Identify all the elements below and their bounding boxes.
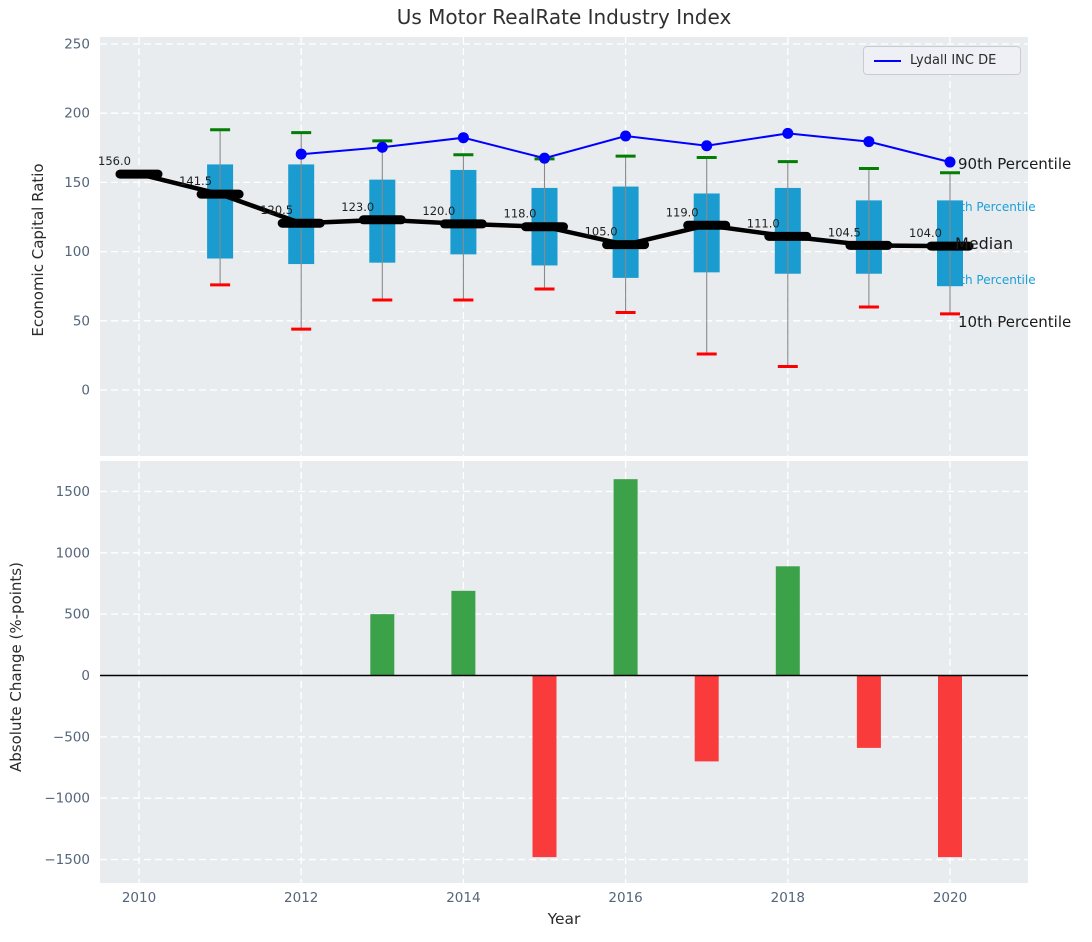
bottom-chart-svg: −1500 −1000 −500 0 500 1000 1500 2010 2012 2014 20…: [44, 461, 1028, 906]
annotation-p25: 25th Percentile: [945, 273, 1036, 287]
annotation-median: Median: [955, 234, 1013, 253]
annotation-p10: 10th Percentile: [958, 313, 1071, 331]
top-chart-svg: 0 50 100 150 200 250 75th Percentile 25th Perce…: [64, 37, 1071, 456]
company-point: [457, 132, 469, 144]
median-value-label: 111.0: [747, 216, 780, 230]
change-bar: [775, 566, 800, 676]
x-tick-label: 2018: [771, 890, 805, 906]
median-value-label: 123.0: [341, 200, 374, 214]
median-value-label: 120.0: [422, 204, 455, 218]
x-axis-label: Year: [547, 910, 581, 928]
y-tick-label: 150: [64, 175, 90, 191]
company-point: [944, 156, 956, 168]
y-tick-label: 1500: [56, 484, 90, 500]
change-bar: [370, 614, 395, 676]
change-bar: [856, 675, 881, 748]
y-tick-label: −1500: [44, 852, 90, 868]
legend-line-sample: [874, 59, 901, 62]
y-tick-label: 50: [73, 313, 90, 329]
bottom-y-axis-label: Absolute Change (%-points): [7, 562, 25, 772]
median-value-label: 104.5: [828, 225, 861, 239]
change-bar: [451, 590, 476, 676]
change-bar: [613, 479, 638, 676]
x-tick-label: 2016: [608, 890, 642, 906]
y-tick-label: 0: [81, 383, 90, 399]
annotation-p75: 75th Percentile: [945, 200, 1036, 214]
company-point: [376, 141, 388, 153]
median-value-label: 156.0: [98, 154, 131, 168]
bottom-chart-panel: −1500 −1000 −500 0 500 1000 1500 2010 2012 2014 20…: [44, 461, 1028, 906]
median-value-label: 118.0: [504, 207, 537, 221]
legend-label: Lydall INC DE: [910, 53, 997, 68]
y-tick-label: 500: [64, 607, 90, 623]
change-bar: [694, 675, 719, 762]
x-tick-label: 2010: [122, 890, 156, 906]
median-value-label: 104.0: [909, 226, 942, 240]
median-value-label: 105.0: [585, 225, 618, 239]
y-tick-label: 200: [64, 106, 90, 122]
y-tick-label: 250: [64, 37, 90, 53]
y-tick-label: 0: [81, 668, 90, 684]
median-value-label: 141.5: [179, 174, 212, 188]
company-point: [863, 136, 875, 148]
y-tick-label: 1000: [56, 545, 90, 561]
y-tick-label: −1000: [44, 791, 90, 807]
median-value-label: 119.0: [666, 205, 699, 219]
top-y-axis-label: Economic Capital Ratio: [29, 163, 47, 337]
change-bar: [532, 675, 557, 858]
company-point: [620, 130, 632, 142]
company-point: [539, 152, 550, 164]
legend: Lydall INC DE: [863, 46, 1021, 75]
company-point: [782, 127, 794, 139]
annotation-p90: 90th Percentile: [958, 155, 1071, 173]
change-bar: [938, 675, 962, 858]
median-value-label: 120.5: [260, 203, 293, 217]
x-tick-label: 2012: [284, 890, 318, 906]
x-tick-label: 2020: [933, 890, 967, 906]
company-point: [701, 140, 713, 152]
y-tick-label: 100: [64, 244, 90, 260]
company-point: [295, 148, 307, 160]
top-chart-panel: 0 50 100 150 200 250 75th Percentile 25th Perce…: [64, 37, 1071, 456]
x-tick-label: 2014: [446, 890, 480, 906]
y-tick-label: −500: [53, 729, 90, 745]
chart-title: Us Motor RealRate Industry Index: [396, 5, 732, 29]
